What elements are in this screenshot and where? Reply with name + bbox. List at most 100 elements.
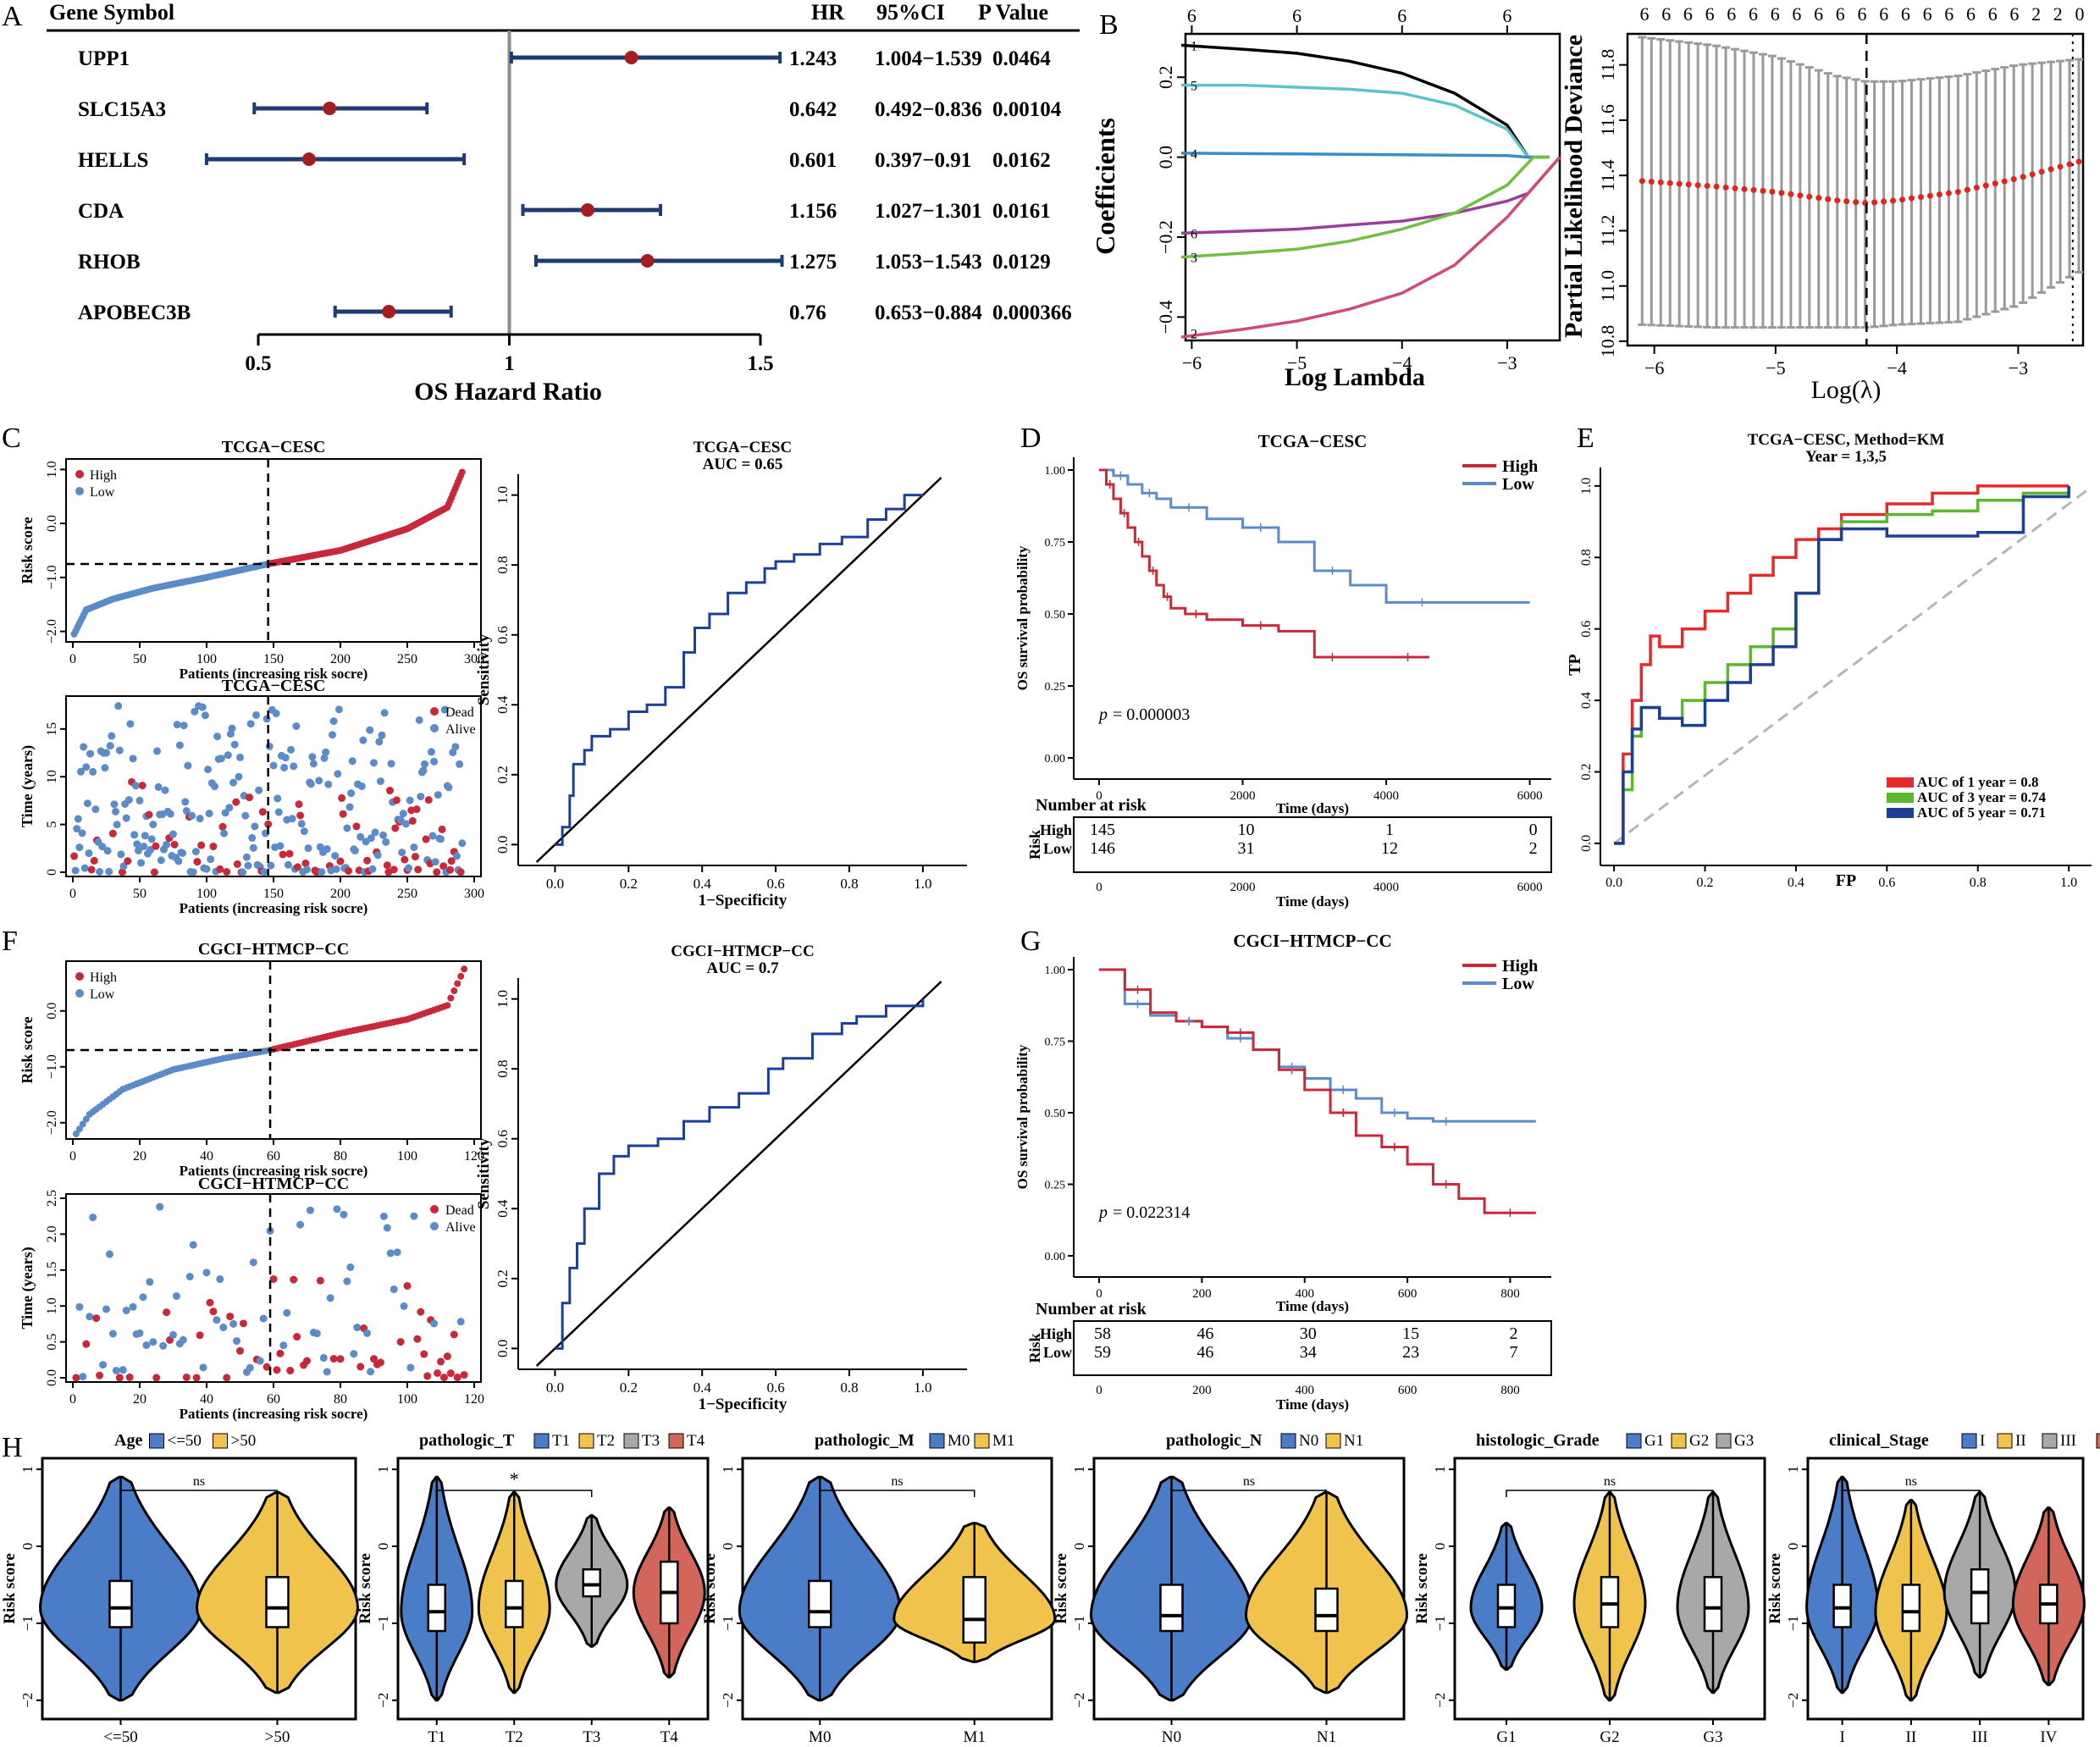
x-axis-label: Patients (increasing risk socre) (180, 900, 368, 916)
x-tick-label: G2 (1600, 1728, 1619, 1746)
cv-point (1722, 184, 1729, 191)
p-value: = 0.022314 (1113, 1203, 1190, 1222)
diagonal-reference (535, 981, 942, 1367)
legend-label: N0 (1299, 1432, 1318, 1450)
x-tick-label: 1.0 (914, 876, 931, 892)
alive-point (297, 820, 306, 828)
risk-point (461, 965, 468, 973)
alive-point (139, 1293, 147, 1302)
x-tick-label: 2000 (1230, 789, 1256, 803)
legend-title: Age (114, 1431, 142, 1450)
x-tick-label: 0.5 (245, 352, 271, 375)
violin-plot-clinical_Stage: clinical_StageIIIIIIIVIIIIIIIVns−2−101Ri… (1766, 1431, 2100, 1746)
legend-label: T1 (552, 1432, 570, 1450)
risk-point (82, 1115, 90, 1123)
alive-point (184, 761, 192, 770)
y-tick-label: 2.0 (45, 1225, 59, 1242)
alive-point (440, 705, 449, 714)
legend-swatch (2096, 1433, 2100, 1449)
legend-dot-low (75, 487, 84, 495)
alive-point (401, 820, 410, 828)
violin-plot-pathologic_N: pathologic_N N0 N1 N0 N1 ns −2 −1 0 1 Risk score (1053, 1431, 1408, 1746)
alive-point (260, 868, 268, 876)
km-curve-high (1099, 968, 1536, 1214)
cv-point (1834, 197, 1841, 204)
y-tick-label: −2.0 (45, 1110, 59, 1135)
dead-point (443, 1352, 451, 1361)
y-tick-label: −1 (720, 1616, 736, 1631)
top-tick-label: 6 (1640, 3, 1650, 25)
header-p: P Value (978, 0, 1048, 25)
p-value: 0.000366 (992, 301, 1072, 324)
gene-label: RHOB (78, 251, 141, 274)
x-tick-label: 40 (200, 1392, 213, 1407)
alive-point (221, 809, 229, 817)
x-tick-label: −5 (1766, 357, 1785, 379)
alive-point (199, 1363, 207, 1372)
risk-x-tick-label: 200 (1192, 1384, 1212, 1397)
alive-point (249, 1258, 257, 1267)
y-tick-label: 0.75 (1045, 537, 1066, 550)
legend-label: Low (1502, 975, 1534, 993)
x-tick-label: 200 (330, 652, 351, 666)
alive-point (387, 760, 395, 768)
box (1832, 1584, 1852, 1628)
alive-point (112, 807, 120, 815)
x-axis-label: 1−Specificity (699, 1396, 788, 1413)
legend-swatch (213, 1433, 228, 1449)
alive-point (287, 745, 296, 754)
y-axis-label: Risk score (1, 1553, 19, 1624)
y-tick-label: −1 (1785, 1616, 1801, 1631)
x-tick-label: −3 (1497, 352, 1517, 373)
alive-point (149, 821, 158, 829)
panel-f: F 0 20 40 60 80 100 120 −2.0 −1.0 0.0 CGCI−HTMCP−CC… (2, 926, 967, 1422)
alive-point (161, 786, 169, 794)
alive-point (323, 845, 331, 854)
coefficient-path-6 (1180, 156, 1561, 235)
alive-point (225, 804, 234, 812)
cv-point (2038, 169, 2045, 175)
legend-label: High (90, 970, 117, 985)
y-tick-label: 1.00 (1045, 465, 1066, 478)
dead-point (363, 856, 372, 865)
y-tick-label: 0 (1071, 1543, 1087, 1551)
alive-point (390, 1285, 398, 1293)
box (265, 1576, 290, 1628)
alive-point (283, 1308, 291, 1317)
x-tick-label: I (1839, 1728, 1844, 1746)
legend-title: histologic_Grade (1476, 1431, 1600, 1450)
alive-point (406, 796, 414, 804)
dead-point (433, 868, 441, 876)
cv-point (1843, 198, 1850, 205)
p-value: 0.00104 (992, 98, 1062, 121)
legend-label: N1 (1344, 1432, 1363, 1450)
legend-swatch (1716, 1433, 1732, 1449)
gene-label: SLC15A3 (78, 98, 166, 121)
dead-point (336, 857, 345, 865)
dead-point (163, 1308, 171, 1317)
legend-label: AUC of 1 year = 0.8 (1917, 774, 2038, 790)
legend-label: High (1502, 457, 1538, 476)
alive-point (430, 1319, 439, 1328)
alive-point (419, 766, 428, 775)
alive-point (246, 720, 255, 728)
y-tick-label: 11.6 (1597, 104, 1618, 136)
legend-label: T4 (687, 1432, 705, 1450)
alive-point (269, 761, 278, 770)
alive-point (159, 1341, 168, 1350)
cv-point (1954, 189, 1961, 196)
censor-mark-high (1441, 1180, 1451, 1189)
x-tick-label: 50 (133, 887, 146, 901)
x-tick-label: T2 (506, 1728, 523, 1746)
dead-point (276, 1349, 285, 1357)
violin-plot-histologic_Grade: histologic_Grade G1 G2 G3 G1 G2 G3 ns −2 −1 0 1 Risk… (1413, 1431, 1766, 1746)
dead-point (152, 842, 160, 850)
top-tick-label: 6 (2009, 3, 2019, 25)
alive-point (280, 763, 289, 771)
y-tick-label: 11.4 (1597, 159, 1618, 191)
alive-point (185, 1273, 194, 1281)
alive-point (320, 754, 329, 762)
legend-label: M1 (992, 1432, 1014, 1450)
legend-dot-alive (430, 724, 439, 733)
